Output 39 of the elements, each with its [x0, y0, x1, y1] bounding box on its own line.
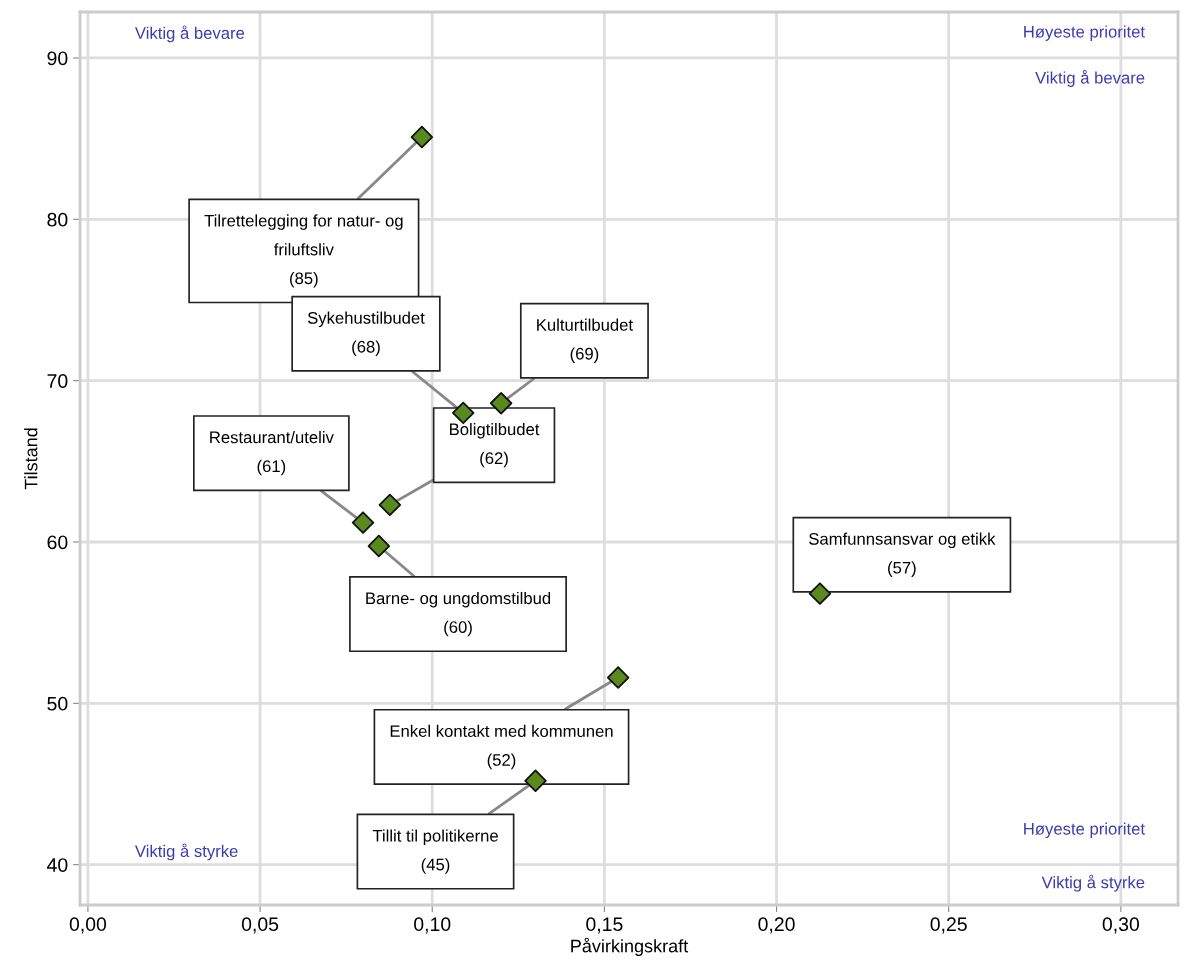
- y-axis-title: Tilstand: [24, 428, 38, 490]
- y-tick-label: 90: [47, 51, 68, 66]
- point: [606, 666, 630, 689]
- x-tick-label: 0,15: [586, 917, 623, 934]
- point: [378, 493, 402, 517]
- annotation: Viktig å bevare: [134, 25, 245, 43]
- annotation: Restaurant/uteliv (61): [210, 431, 334, 476]
- annotation: Kulturtilbudet (69): [537, 318, 633, 363]
- x-tick-label: 0,20: [758, 917, 795, 934]
- x-axis-title: Påvirkingskraft: [571, 937, 689, 957]
- x-tick-label: 0,00: [69, 917, 107, 934]
- annotation: Sykehustilbudet (68): [307, 311, 425, 356]
- y-tick-label: 40: [47, 858, 68, 872]
- annotation: Boligtilbudet (62): [450, 422, 540, 468]
- y-tick-label: 80: [47, 212, 68, 227]
- annotation: Enkel kontakt med kommunen (52): [390, 724, 613, 770]
- y-tick-label: 60: [47, 535, 68, 550]
- annotation: Tilrettelegging for natur- og friluftsliv (85): [204, 214, 403, 288]
- annotation: Viktig å bevare: [1035, 70, 1145, 87]
- x-tick-label: 0,10: [414, 917, 451, 934]
- point: [351, 511, 375, 534]
- x-tick-label: 0,25: [930, 917, 967, 934]
- point: [524, 769, 547, 792]
- x-tick-label: 0,05: [241, 917, 279, 934]
- point: [367, 534, 391, 558]
- point: [808, 582, 832, 605]
- annotation: Viktig å styrke: [134, 843, 238, 861]
- point: [489, 392, 513, 415]
- annotation: Samfunnsansvar og etikk (57): [809, 532, 996, 577]
- x-tick-label: 0,30: [1102, 917, 1140, 934]
- y-tick-label: 70: [47, 374, 68, 388]
- annotation: Barne- og ungdomstilbud (60): [366, 591, 551, 637]
- annotation: Høyeste prioritet: [1024, 25, 1145, 41]
- point: [452, 401, 475, 425]
- annotation: Tillit til politikerne (45): [372, 829, 498, 874]
- annotation: Høyeste prioritet: [1024, 822, 1145, 839]
- point: [410, 125, 434, 149]
- annotation: Viktig å styrke: [1041, 874, 1145, 892]
- y-tick-label: 50: [47, 696, 68, 711]
